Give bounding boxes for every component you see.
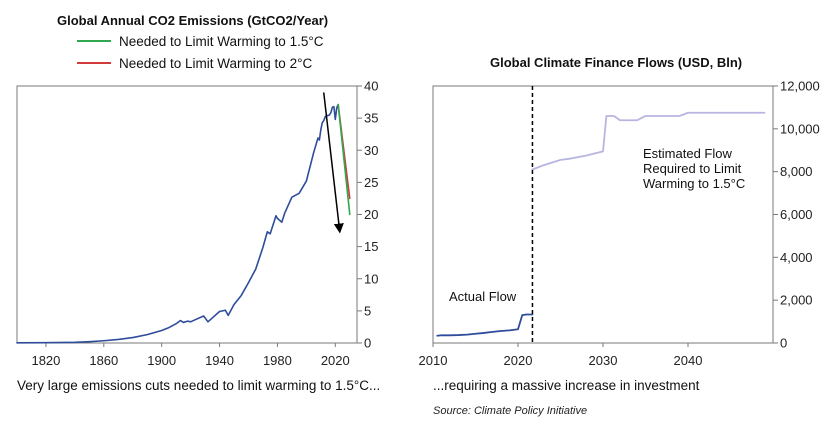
finance-chart: Global Climate Finance Flows (USD, Bln) … [419, 55, 820, 417]
emissions-plot-frame [16, 85, 358, 344]
emissions-y-tick-label: 5 [364, 303, 371, 318]
finance-y-tick-label: 4,000 [780, 250, 813, 265]
finance-caption: ...requiring a massive increase in inves… [433, 378, 700, 393]
emissions-y-tick-label: 10 [364, 271, 378, 286]
emissions-y-tick-label: 0 [364, 336, 371, 351]
finance-plot-frame [432, 85, 774, 344]
finance-y-tick-label: 8,000 [780, 164, 813, 179]
legend-label-2c: Needed to Limit Warming to 2°C [119, 56, 312, 71]
emissions-chart-title: Global Annual CO2 Emissions (GtCO2/Year) [57, 13, 328, 28]
emissions-x-tick-label: 1860 [89, 353, 118, 368]
finance-axis-ticks: 2010 2020 2030 2040 0 2,000 4,000 6,000 8,000 10,… [419, 79, 820, 369]
emissions-y-tick-label: 35 [364, 111, 378, 126]
emissions-caption: Very large emissions cuts needed to limi… [17, 378, 380, 393]
legend: Needed to Limit Warming to 1.5°C Needed … [77, 34, 324, 71]
estimated-flow-line [531, 111, 766, 171]
actual-flow-line [436, 313, 534, 337]
finance-chart-title: Global Climate Finance Flows (USD, Bln) [490, 55, 742, 70]
finance-y-tick-label: 12,000 [780, 79, 820, 94]
actual-flow-label: Actual Flow [449, 289, 517, 304]
source-note: Source: Climate Policy Initiative [433, 405, 587, 417]
finance-y-tick-label: 2,000 [780, 293, 813, 308]
emissions-x-tick-label: 1980 [263, 353, 292, 368]
reduction-arrow [322, 92, 344, 234]
estimated-flow-label-line-1: Estimated Flow [643, 146, 732, 161]
finance-y-tick-label: 6,000 [780, 207, 813, 222]
emissions-x-tick-label: 1940 [205, 353, 234, 368]
legend-label-1-5c: Needed to Limit Warming to 1.5°C [119, 34, 324, 49]
finance-y-tick-label: 10,000 [780, 121, 820, 136]
estimated-flow-label-line-2: Required to Limit [643, 161, 742, 176]
finance-x-tick-label: 2030 [589, 353, 618, 368]
pathway-1-5c-line [337, 103, 351, 216]
emissions-y-tick-label: 15 [364, 239, 378, 254]
finance-lines [436, 86, 766, 343]
finance-x-tick-label: 2010 [419, 353, 448, 368]
emissions-x-tick-label: 1900 [147, 353, 176, 368]
finance-y-tick-label: 0 [780, 336, 787, 351]
estimated-flow-label-line-3: Warming to 1.5°C [643, 176, 745, 191]
emissions-lines [16, 92, 351, 344]
emissions-y-tick-label: 40 [364, 79, 378, 94]
finance-x-tick-label: 2040 [674, 353, 703, 368]
emissions-y-tick-label: 25 [364, 175, 378, 190]
emissions-x-tick-label: 2020 [321, 353, 350, 368]
emissions-axis-ticks: 1820 1860 1900 1940 1980 2020 0 5 10 15 20 25 30 35 40 [31, 79, 378, 369]
emissions-chart: Global Annual CO2 Emissions (GtCO2/Year)… [16, 13, 380, 393]
emissions-x-tick-label: 1820 [31, 353, 60, 368]
emissions-y-tick-label: 30 [364, 143, 378, 158]
historical-emissions-line [16, 103, 339, 344]
finance-x-tick-label: 2020 [504, 353, 533, 368]
emissions-y-tick-label: 20 [364, 207, 378, 222]
